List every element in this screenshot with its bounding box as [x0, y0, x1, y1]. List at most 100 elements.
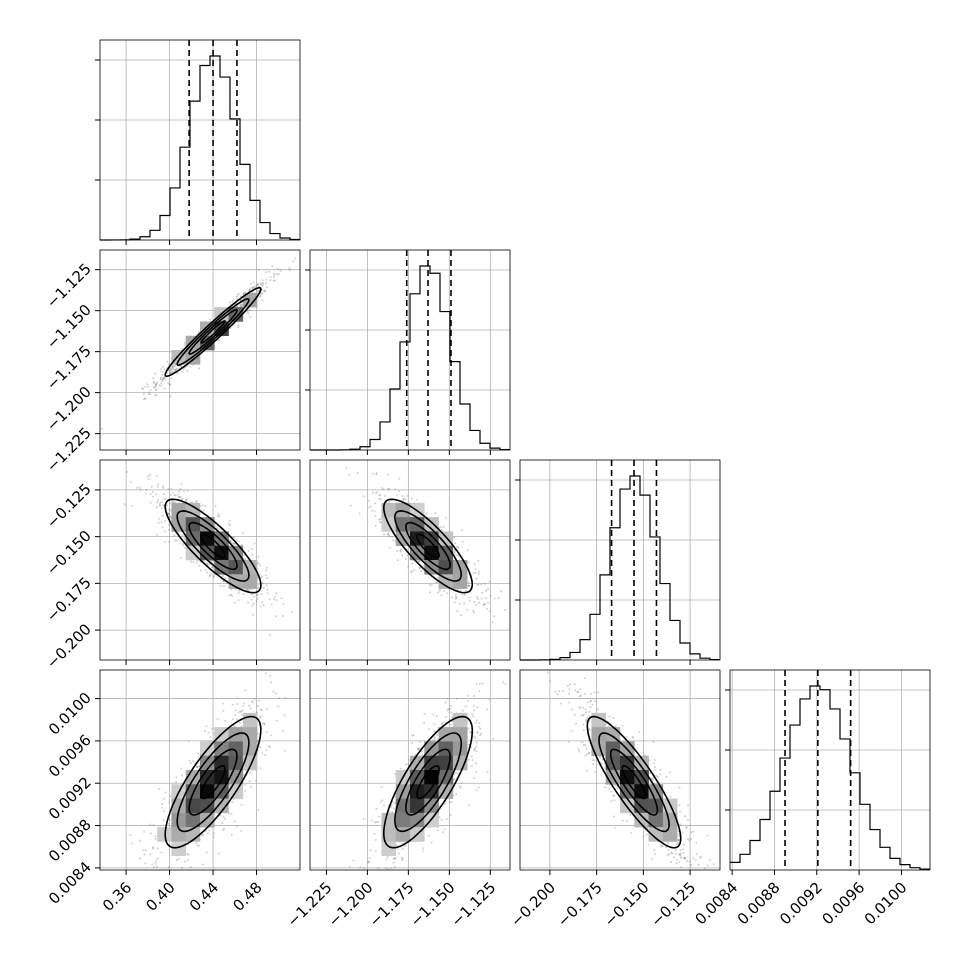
sample-point [162, 493, 165, 495]
sample-point [373, 510, 376, 512]
sample-point [183, 344, 186, 347]
sample-point [283, 714, 286, 717]
sample-point [157, 499, 160, 502]
sample-point [162, 486, 165, 489]
sample-point [621, 819, 624, 822]
sample-point [474, 747, 477, 750]
sample-point [171, 371, 174, 374]
sample-point [264, 289, 267, 292]
sample-point [266, 577, 269, 580]
sample-point [588, 715, 591, 718]
sample-point [457, 546, 460, 549]
sample-point [442, 590, 445, 593]
sample-point [467, 758, 470, 761]
sample-point [233, 724, 236, 727]
sample-point [252, 281, 255, 284]
sample-point [177, 858, 180, 860]
sample-point [139, 839, 142, 842]
sample-point [444, 715, 447, 718]
sample-point [239, 305, 242, 308]
sample-point [380, 487, 383, 489]
sample-point [479, 727, 482, 730]
sample-point [257, 285, 260, 288]
sample-point [481, 591, 484, 594]
sample-point [440, 526, 443, 529]
sample-point [167, 528, 170, 531]
sample-point [356, 472, 359, 474]
sample-point [206, 571, 209, 574]
sample-point [206, 562, 209, 565]
sample-point [149, 832, 152, 835]
sample-point [212, 576, 215, 579]
sample-point [471, 759, 474, 762]
sample-point [464, 705, 467, 708]
sample-point [266, 730, 268, 733]
sample-point [175, 539, 178, 542]
sample-point [659, 768, 662, 771]
sample-point [478, 690, 481, 693]
contour-level-2 [405, 521, 452, 571]
sample-point [345, 467, 348, 470]
sample-point [269, 633, 272, 636]
sample-point [169, 369, 172, 372]
sample-point [158, 384, 161, 387]
sample-point [231, 300, 234, 303]
sample-point [129, 480, 132, 483]
sample-point [259, 767, 262, 770]
panel-frame [519, 459, 721, 661]
contour-level-1 [416, 765, 440, 800]
sample-point [240, 725, 242, 728]
sample-point [160, 382, 163, 385]
sample-point [477, 786, 480, 789]
sample-point [145, 849, 147, 852]
sample-point [249, 315, 252, 318]
sample-point [256, 284, 258, 287]
sample-point [436, 581, 439, 584]
sample-point [381, 799, 384, 802]
sample-point [288, 269, 291, 271]
sample-point [430, 584, 433, 587]
sample-point [479, 732, 482, 735]
sample-point [653, 766, 656, 769]
sample-point [257, 808, 260, 811]
sample-point [155, 506, 158, 509]
sample-point [256, 290, 259, 293]
sample-point [679, 810, 682, 813]
sample-point [161, 501, 164, 504]
sample-point [264, 754, 267, 756]
sample-point [259, 564, 262, 567]
sample-point [449, 814, 452, 816]
sample-point [481, 682, 484, 685]
sample-point [374, 839, 377, 841]
sample-point [430, 841, 433, 844]
sample-point [393, 857, 396, 860]
sample-point [180, 767, 182, 770]
sample-point [244, 789, 247, 792]
sample-point [154, 860, 157, 863]
sample-point [477, 572, 480, 575]
sample-point [431, 739, 434, 742]
sample-point [394, 795, 397, 798]
sample-point [423, 721, 426, 724]
sample-point [168, 383, 171, 386]
sample-point [240, 803, 243, 806]
sample-point [231, 595, 233, 597]
density-cell [438, 574, 454, 589]
sample-point [257, 562, 260, 565]
sample-point [259, 605, 262, 608]
sample-point [162, 365, 164, 368]
sample-point [400, 856, 403, 859]
sample-point [238, 540, 241, 543]
sample-point [221, 575, 224, 578]
sample-point [387, 532, 390, 535]
sample-point [204, 568, 207, 571]
sample-point [247, 549, 250, 552]
sample-point [429, 584, 431, 586]
sample-point [229, 539, 232, 542]
sample-point [216, 515, 219, 517]
sample-point [172, 367, 175, 370]
sample-point [473, 749, 476, 752]
sample-point [160, 384, 163, 387]
sample-point [123, 503, 126, 506]
sample-point [376, 491, 379, 494]
